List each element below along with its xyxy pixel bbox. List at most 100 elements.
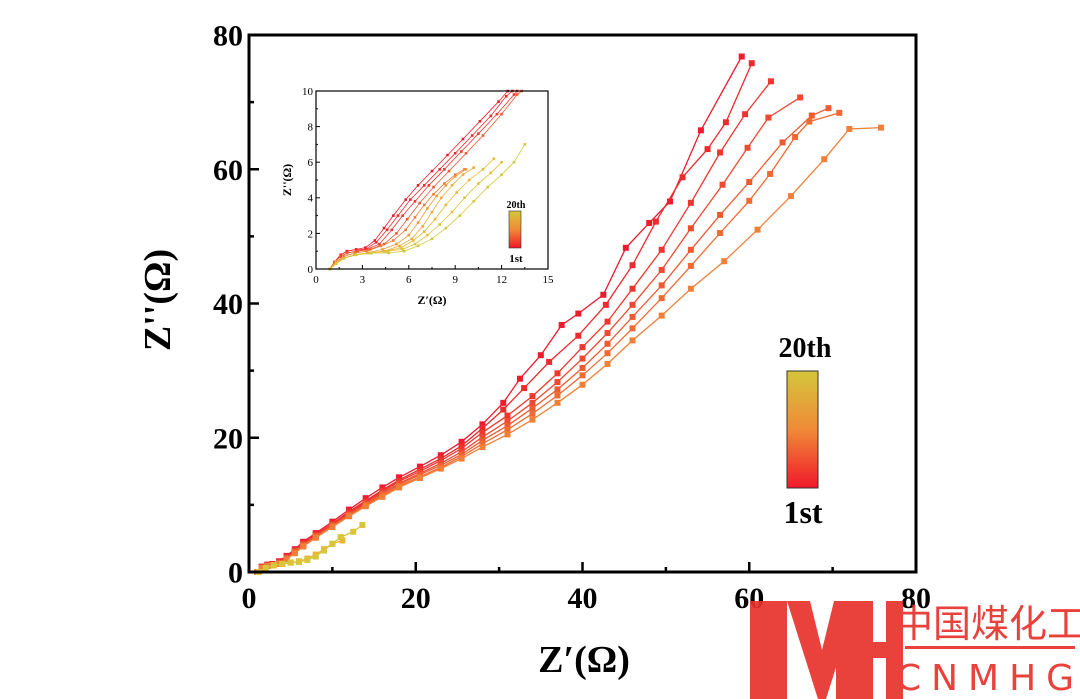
main-point-13th-21 <box>579 355 586 362</box>
inset-point-19th-13 <box>489 171 493 175</box>
inset-point-18th-7 <box>412 239 415 242</box>
main-y-tick-label-2: 40 <box>213 288 243 321</box>
inset-point-9th-9 <box>413 200 417 203</box>
main-point-20th-12 <box>379 493 386 500</box>
main-point-5th-20 <box>546 358 553 365</box>
inset-point-16th-12 <box>453 175 457 178</box>
main-point-1st-24 <box>622 244 629 251</box>
main-point-17th-20 <box>554 392 561 399</box>
x-axis-label: Z′(Ω) <box>538 639 630 681</box>
inset-point-13th-1 <box>333 260 336 264</box>
main-point-1st-18 <box>500 399 507 406</box>
colorbar-top-label: 20th <box>779 333 832 364</box>
inset-axes: 0 3 6 9 12 15 0 2 4 6 8 10 <box>302 86 554 286</box>
main-point-5th-17 <box>479 425 486 432</box>
inset-point-18th-8 <box>422 230 426 233</box>
inset-point-20th-2 <box>342 257 346 260</box>
main-point-low-B-5 <box>296 558 303 565</box>
inset-point-19th-7 <box>413 242 417 246</box>
main-point-5th-22 <box>602 301 609 308</box>
main-x-tick-label-4: 80 <box>901 582 931 615</box>
inset-point-18th-6 <box>399 246 403 249</box>
main-point-17th-25 <box>687 262 694 269</box>
main-point-13th-18 <box>504 417 511 424</box>
main-point-20th-6 <box>291 550 298 557</box>
main-point-20th-11 <box>362 503 369 510</box>
main-point-20th-25 <box>687 285 694 292</box>
inset-point-9th-14 <box>495 112 499 116</box>
main-point-13th-28 <box>765 114 772 121</box>
main-point-20th-24 <box>658 312 665 319</box>
inset-point-20th-7 <box>416 244 420 248</box>
watermark-en-text: CNMHG <box>896 658 1080 699</box>
main-point-15th-29 <box>808 112 815 119</box>
inset-series-line-20th <box>329 144 526 270</box>
inset-point-1st-7 <box>382 226 386 230</box>
inset-point-16th-5 <box>381 248 384 251</box>
main-point-20th-19 <box>529 416 536 423</box>
inset-point-9th-11 <box>443 168 446 171</box>
inset-point-18th-9 <box>433 217 437 221</box>
inset-point-19th-14 <box>500 160 503 164</box>
inset-point-1st-12 <box>446 153 449 157</box>
inset-x-tick-label-3: 9 <box>452 274 458 286</box>
main-point-15th-30 <box>825 105 832 112</box>
main-point-low-B-3 <box>279 560 286 567</box>
inset-point-9th-15 <box>512 93 516 96</box>
y-axis-label: Z''(Ω) <box>137 249 179 351</box>
inset-point-13th-6 <box>382 242 386 246</box>
inset-point-15th-4 <box>365 249 369 253</box>
inset-y-tick-label-2: 4 <box>308 193 314 205</box>
main-point-5th-24 <box>652 218 659 225</box>
inset-point-9th-13 <box>477 132 480 136</box>
main-point-1st-15 <box>437 452 444 459</box>
inset-point-13th-13 <box>481 134 485 137</box>
inset-point-19th-11 <box>463 196 466 200</box>
main-point-20th-7 <box>300 543 307 550</box>
inset-point-19th-10 <box>450 210 454 214</box>
main-point-20th-30 <box>846 125 853 132</box>
main-point-13th-24 <box>658 266 665 273</box>
inset-point-17th-3 <box>353 253 356 257</box>
inset-x-tick-label-2: 6 <box>406 274 412 286</box>
main-point-20th-29 <box>821 156 828 163</box>
inset-point-19th-5 <box>385 249 389 253</box>
main-point-low-B-10 <box>337 534 344 541</box>
main-x-tick-label-2: 40 <box>568 582 598 615</box>
inset-point-13th-3 <box>345 251 349 255</box>
main-x-tick-label-0: 0 <box>242 582 257 615</box>
main-point-15th-27 <box>746 179 753 186</box>
inset-point-16th-9 <box>426 207 429 210</box>
inset-y-axis-label: Z''(Ω) <box>280 164 294 196</box>
inset-point-17th-10 <box>439 196 443 200</box>
main-point-20th-18 <box>504 431 511 438</box>
inset-point-9th-5 <box>365 248 369 251</box>
inset-point-13th-5 <box>368 248 372 251</box>
inset-point-18th-12 <box>467 178 471 182</box>
main-point-1st-22 <box>575 310 582 317</box>
main-point-9th-23 <box>629 285 636 292</box>
logo-bar-1 <box>750 601 787 699</box>
main-point-9th-26 <box>717 149 724 156</box>
main-point-20th-31 <box>877 124 884 131</box>
main-point-13th-20 <box>554 379 561 386</box>
inset-point-13th-4 <box>356 249 360 253</box>
inset-point-15th-8 <box>413 216 417 219</box>
inset-point-20th-10 <box>458 214 462 217</box>
inset-point-20th-1 <box>334 262 338 265</box>
main-point-9th-28 <box>767 78 774 85</box>
main-point-15th-19 <box>529 405 536 412</box>
main-point-9th-19 <box>529 393 536 400</box>
inset-point-9th-7 <box>390 228 394 232</box>
main-point-15th-21 <box>579 364 586 371</box>
inset-point-20th-6 <box>402 249 406 253</box>
inset-point-1st-5 <box>364 246 367 249</box>
main-point-5th-19 <box>521 385 528 392</box>
inset-colorbar-bottom-label: 1st <box>509 253 523 265</box>
main-point-20th-17 <box>479 444 486 451</box>
inset-y-tick-label-5: 10 <box>302 86 314 98</box>
inset-point-5th-10 <box>422 184 426 187</box>
main-point-9th-18 <box>504 412 511 419</box>
main-point-5th-25 <box>679 174 686 181</box>
